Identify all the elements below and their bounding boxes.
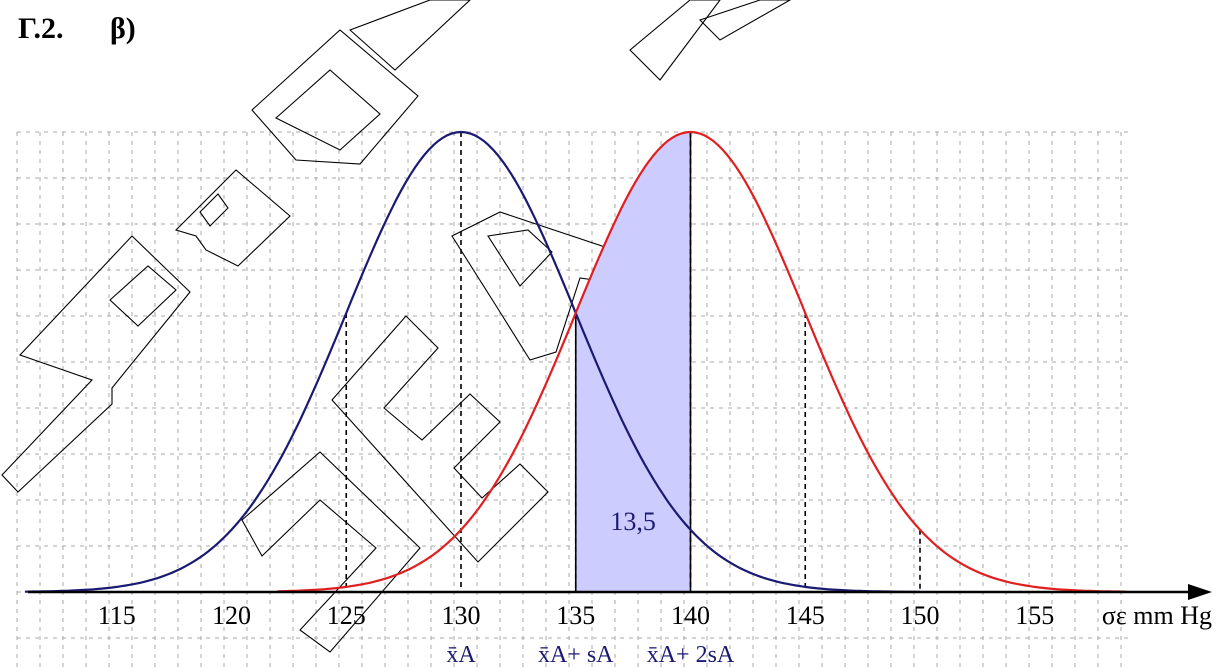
watermark-outline [1,235,191,493]
watermark-outline [199,193,229,227]
annotation-label: x̄A+ sA [538,642,614,668]
watermark-outline [174,169,291,267]
watermark-outline [487,229,553,287]
labels: 115 120 125 130 135 140 145 150 155 σε mm Hg 13,5 x… [98,507,1212,668]
grid [16,131,1130,671]
watermark-outline [275,69,381,151]
watermark-outline [451,211,651,361]
dashed-markers [345,132,921,592]
watermark-outline [109,265,177,327]
x-tick-label: 155 [1015,601,1054,630]
x-tick-label: 145 [786,601,825,630]
x-tick-label: 135 [556,601,595,630]
x-axis [28,584,1212,600]
section-number: Γ.2. [18,12,64,45]
x-axis-arrow [1188,584,1212,600]
x-tick-label: 150 [901,601,940,630]
shaded-value-label: 13,5 [610,507,656,536]
x-tick-label: 120 [212,601,251,630]
part-label: β) [110,12,136,45]
watermark-outline [241,451,421,653]
watermark-outline [629,0,721,81]
x-tick-label: 115 [98,601,136,630]
x-tick-label: 125 [327,601,366,630]
x-tick-label: 130 [442,601,481,630]
x-tick-label: 140 [671,601,710,630]
annotation-label: x̄A+ 2sA [647,642,735,668]
x-axis-label: σε mm Hg [1102,601,1212,630]
watermark [1,0,792,653]
watermark-outline [331,315,549,563]
series-curve-1 [24,130,920,593]
watermark-outline [348,0,471,71]
watermark-outline [698,0,792,41]
watermark-outline [251,29,419,165]
curves [24,130,1127,593]
series-curve-2 [277,130,1127,593]
annotation-label: x̄A [446,642,476,668]
